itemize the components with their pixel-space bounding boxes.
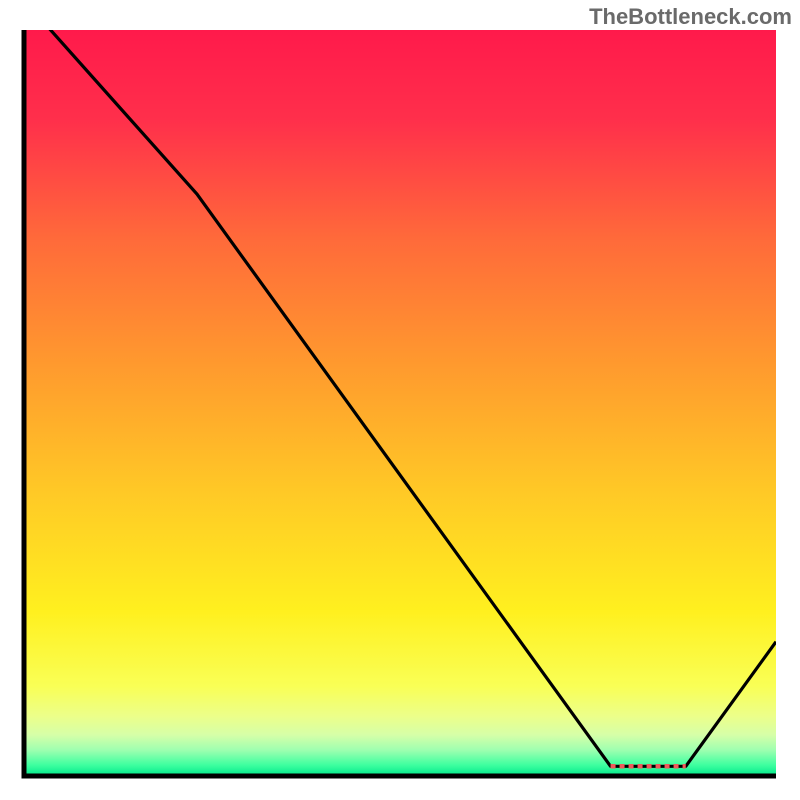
bottleneck-chart (0, 0, 800, 800)
gradient-background (24, 30, 776, 776)
chart-container: { "meta": { "attribution_text": "TheBott… (0, 0, 800, 800)
attribution-label: TheBottleneck.com (589, 4, 792, 30)
